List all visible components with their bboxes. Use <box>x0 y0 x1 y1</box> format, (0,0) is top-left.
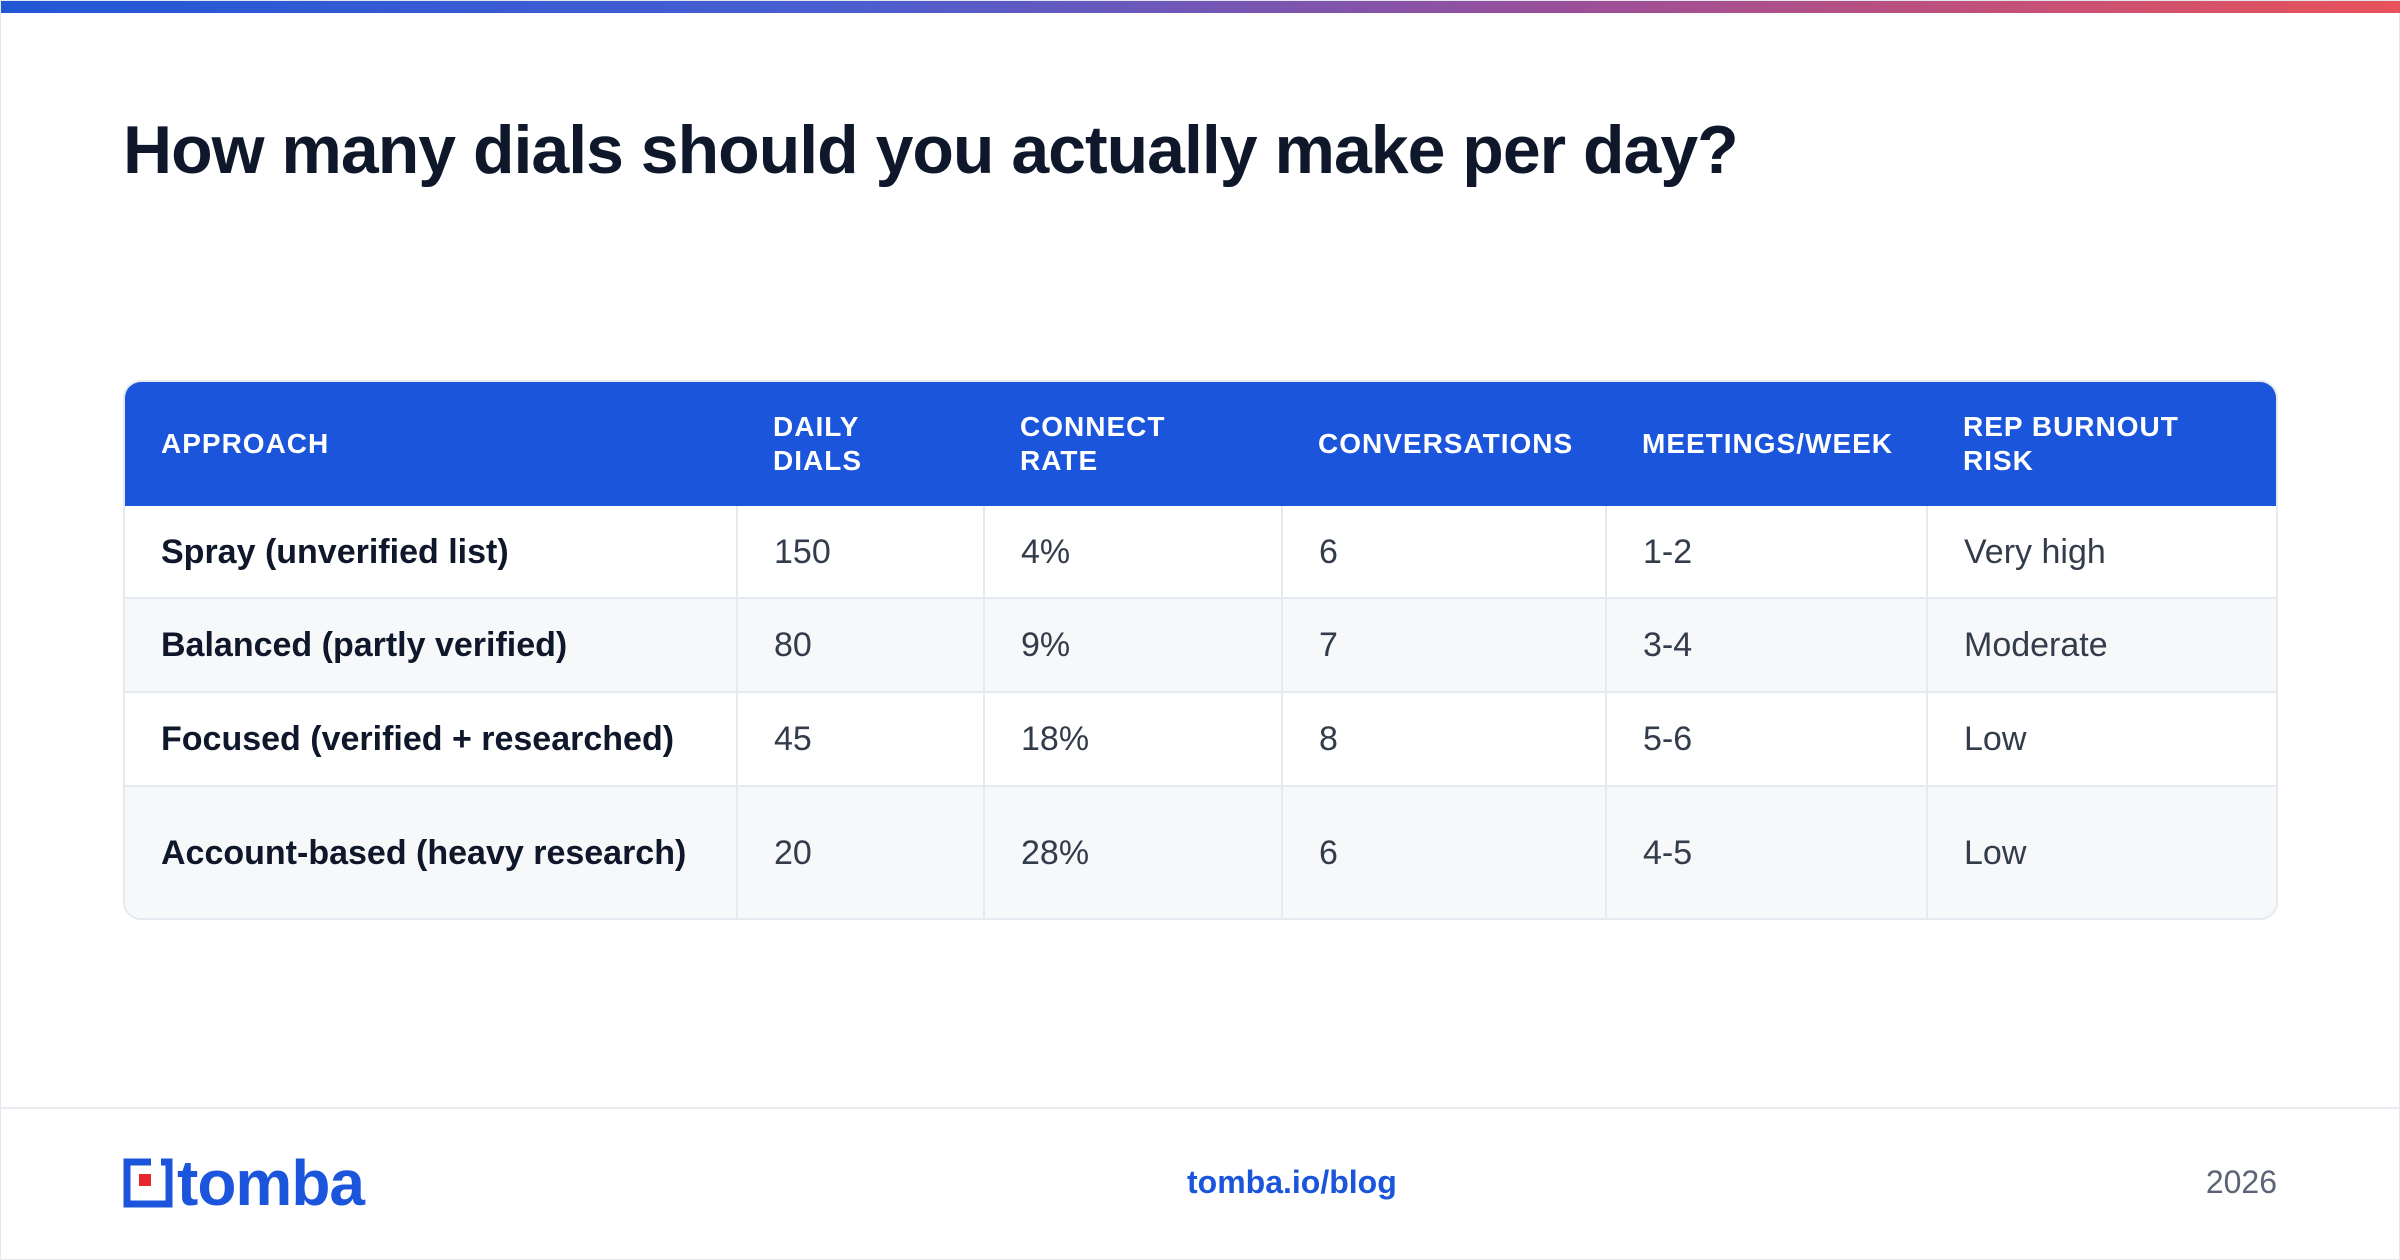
header-rep-burnout-risk: REP BURNOUT RISK <box>1963 411 2179 476</box>
cell-approach: Balanced (partly verified) <box>161 626 568 664</box>
footer-divider <box>1 1107 2400 1109</box>
cell-connect-rate: 28% <box>983 786 1282 918</box>
header-meetings-week: MEETINGS/WEEK <box>1642 428 1894 459</box>
cell-burnout-risk: Moderate <box>1926 598 2276 692</box>
top-gradient-bar <box>1 1 2400 13</box>
table-header-row: APPROACH DAILY DIALS CONNECT RATE CONVER… <box>125 382 2276 506</box>
cell-approach: Account-based (heavy research) <box>161 833 687 872</box>
blog-link[interactable]: tomba.io/blog <box>1187 1164 1397 1200</box>
cell-conversations: 8 <box>1281 692 1606 786</box>
cell-meetings-week: 1-2 <box>1605 506 1927 598</box>
cell-daily-dials: 150 <box>736 506 984 598</box>
cell-meetings-week: 4-5 <box>1605 786 1927 918</box>
cell-daily-dials: 45 <box>736 692 984 786</box>
cell-approach: Focused (verified + researched) <box>161 720 675 758</box>
tomba-logo-mark-icon <box>123 1158 173 1208</box>
cell-daily-dials: 80 <box>736 598 984 692</box>
header-connect-rate: CONNECT RATE <box>1020 411 1166 476</box>
cell-approach: Spray (unverified list) <box>161 532 509 571</box>
header-conversations: CONVERSATIONS <box>1318 428 1574 459</box>
page-title: How many dials should you actually make … <box>123 112 1739 188</box>
logo-wordmark: tomba <box>177 1147 365 1219</box>
table-row: Focused (verified + researched) 45 18% 8… <box>125 692 2276 786</box>
table-row: Account-based (heavy research) 20 28% 6 … <box>125 786 2276 918</box>
cell-connect-rate: 9% <box>983 598 1282 692</box>
cell-burnout-risk: Low <box>1926 786 2276 918</box>
header-daily-dials: DAILY DIALS <box>773 411 862 476</box>
cell-connect-rate: 18% <box>983 692 1282 786</box>
cell-meetings-week: 5-6 <box>1605 692 1927 786</box>
cell-connect-rate: 4% <box>983 506 1282 598</box>
cell-daily-dials: 20 <box>736 786 984 918</box>
table-row: Spray (unverified list) 150 4% 6 1-2 Ver… <box>125 506 2276 598</box>
cell-conversations: 6 <box>1281 506 1606 598</box>
cell-burnout-risk: Very high <box>1926 506 2276 598</box>
comparison-table: APPROACH DAILY DIALS CONNECT RATE CONVER… <box>125 382 2276 918</box>
header-approach: APPROACH <box>161 428 330 459</box>
cell-burnout-risk: Low <box>1926 692 2276 786</box>
footer-year: 2026 <box>2205 1164 2277 1200</box>
cell-conversations: 7 <box>1281 598 1606 692</box>
cell-conversations: 6 <box>1281 786 1606 918</box>
tomba-logo[interactable]: tomba <box>123 1147 365 1219</box>
table-row: Balanced (partly verified) 80 9% 7 3-4 M… <box>125 598 2276 692</box>
cell-meetings-week: 3-4 <box>1605 598 1927 692</box>
comparison-table-container: APPROACH DAILY DIALS CONNECT RATE CONVER… <box>123 380 2278 920</box>
